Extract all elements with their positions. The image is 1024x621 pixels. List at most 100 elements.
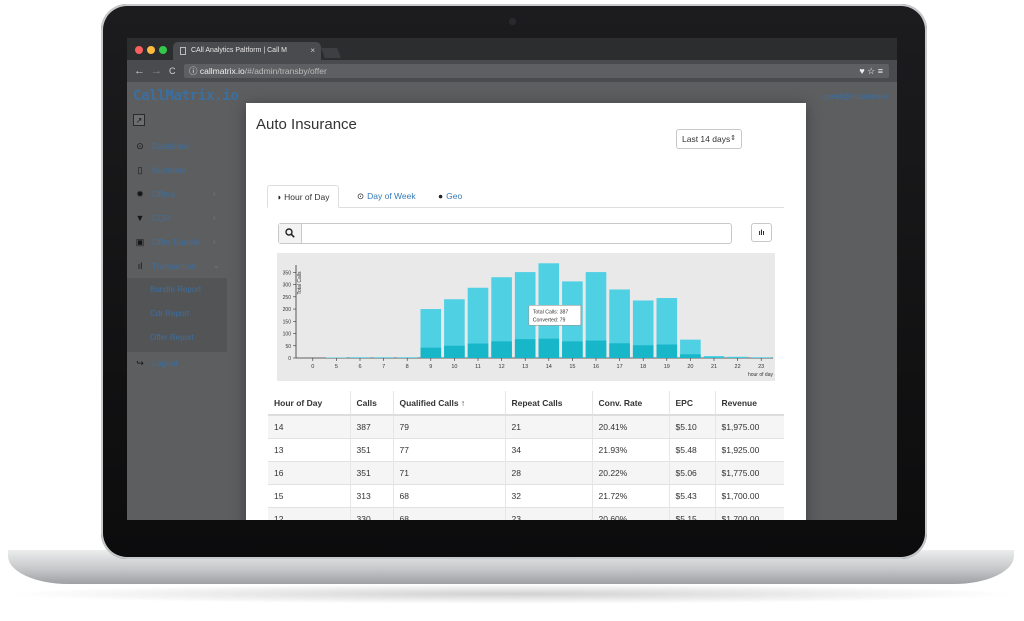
sidebar-item-offer-bundle[interactable]: ▣ Offer Bundle › <box>127 230 227 254</box>
url-path: /#/admin/transby/offer <box>244 66 327 76</box>
cog-icon: ✹ <box>136 189 144 199</box>
submenu-item-cdr-report[interactable]: Cdr Report <box>150 309 190 318</box>
transaction-submenu: Bundle Report Cdr Report Offer Report <box>127 278 227 352</box>
select-arrows-icon: ⇕ <box>730 135 736 142</box>
browser-tab[interactable]: CAll Analytics Paltform | Call M × <box>173 42 321 60</box>
table-cell: 20.22% <box>591 460 669 484</box>
bar-total-calls <box>373 357 394 358</box>
tab-close-icon[interactable]: × <box>310 46 315 55</box>
col-conv-rate[interactable]: Conv. Rate <box>591 391 669 416</box>
table-cell: 14 <box>268 414 350 438</box>
x-tick-label: 20 <box>687 364 693 370</box>
col-revenue[interactable]: Revenue <box>714 391 784 416</box>
new-tab-button[interactable] <box>321 48 341 58</box>
submenu-item-bundle-report[interactable]: Bundle Report <box>150 285 202 294</box>
y-tick-label: 0 <box>288 356 291 362</box>
table-cell: 15 <box>268 483 350 507</box>
tab-label: Day of Week <box>367 191 416 201</box>
sidebar-item-cdr[interactable]: ▼ CDR › <box>127 206 227 230</box>
sidebar-item-logout[interactable]: ↪ Logout <box>127 351 227 375</box>
table-cell: $5.43 <box>668 483 715 507</box>
bar-converted <box>656 344 678 358</box>
table-cell: $5.06 <box>668 460 715 484</box>
sidebar-item-dashbord[interactable]: ⊙ Dashbord <box>127 134 227 158</box>
x-tick-label: 22 <box>735 364 741 370</box>
sidebar-item-label: Offers <box>152 189 175 199</box>
x-tick-label: 13 <box>522 364 528 370</box>
table-cell: 32 <box>504 483 592 507</box>
app-logo[interactable]: CallMatrix.io <box>133 88 239 104</box>
date-range-select[interactable]: Last 14 days ⇕ <box>676 129 742 149</box>
x-tick-label: 11 <box>475 364 481 370</box>
x-tick-label: 14 <box>546 364 552 370</box>
col-repeat-calls[interactable]: Repeat Calls <box>504 391 592 416</box>
chevron-down-icon: ⌄ <box>213 261 220 270</box>
back-icon[interactable]: ← <box>134 65 145 77</box>
tab-day-of-week[interactable]: ⊙ Day of Week <box>349 185 424 208</box>
table-cell: 79 <box>392 414 505 438</box>
y-tick-label: 250 <box>283 295 292 301</box>
sidebar-item-numbers[interactable]: ▯ Numbers <box>127 158 227 182</box>
table-cell: 21 <box>504 414 592 438</box>
table-row: 13 351 77 34 21.93% $5.48 $1,925.00 <box>268 437 784 461</box>
close-window-button[interactable] <box>135 46 143 54</box>
bar-total-calls <box>632 300 654 358</box>
table-cell: 23 <box>504 506 592 520</box>
col-calls[interactable]: Calls <box>349 391 393 416</box>
tab-label: Geo <box>446 191 463 201</box>
y-tick-label: 350 <box>283 270 292 276</box>
clock-icon: ⊙ <box>357 191 365 201</box>
bar-total-calls <box>727 356 748 358</box>
table-body: 14 387 79 21 20.41% $5.10 $1,975.00 13 351 77 34 21… <box>268 414 784 520</box>
table-cell: 68 <box>392 506 505 520</box>
reload-icon[interactable]: C <box>169 66 176 76</box>
search-icon[interactable] <box>279 224 302 243</box>
forward-icon[interactable]: → <box>151 65 162 77</box>
table-cell: $5.48 <box>668 437 715 461</box>
bar-chart-icon: ıl <box>137 261 143 271</box>
table-cell: 387 <box>349 414 393 438</box>
minimize-window-button[interactable] <box>147 46 155 54</box>
sidebar-item-label: Logout <box>152 358 178 368</box>
tab-hour-of-day[interactable]: ◑ Hour of Day <box>267 185 339 208</box>
sidebar-item-label: Numbers <box>152 165 187 175</box>
extension-icons[interactable]: ♥ ☆ ≡ <box>859 66 883 76</box>
y-tick-label: 50 <box>285 344 291 350</box>
browser-tab-bar: CAll Analytics Paltform | Call M × <box>127 38 897 60</box>
x-tick-label: 7 <box>382 364 385 370</box>
bar-total-calls <box>585 272 607 358</box>
col-epc[interactable]: EPC <box>668 391 715 416</box>
bar-total-calls <box>444 299 465 358</box>
table-cell: $1,700.00 <box>714 483 784 507</box>
bar-converted <box>680 354 701 358</box>
chevron-right-icon: › <box>213 237 216 246</box>
col-qualified-calls[interactable]: Qualified Calls ↑ <box>392 391 505 416</box>
tab-label: Hour of Day <box>284 192 330 202</box>
user-menu[interactable]: guest@mobistreak <box>822 92 889 101</box>
x-tick-label: 15 <box>569 364 575 370</box>
sidebar-toggle-button[interactable]: ↗ <box>133 114 145 126</box>
col-hour-of-day[interactable]: Hour of Day <box>268 391 350 416</box>
bar-chart-icon: ılı <box>758 230 765 237</box>
bar-total-calls <box>703 356 725 358</box>
dashboard-icon: ⊙ <box>136 141 144 151</box>
bar-total-calls <box>656 298 678 358</box>
x-tick-label: 16 <box>593 364 599 370</box>
date-range-value: Last 14 days <box>682 134 731 144</box>
tab-geo[interactable]: ● Geo <box>430 185 470 208</box>
address-url[interactable]: ⓘ callmatrix.io/#/admin/transby/offer <box>189 64 327 78</box>
chart-toggle-button[interactable]: ılı <box>751 223 772 242</box>
search-input[interactable] <box>303 224 731 243</box>
table-cell: 20.60% <box>591 506 669 520</box>
table-cell: 21.93% <box>591 437 669 461</box>
sidebar-item-transaction[interactable]: ıl Transaction ⌄ <box>127 254 227 278</box>
submenu-item-offer-report[interactable]: Offer Report <box>150 333 194 342</box>
x-tick-label: 0 <box>311 364 314 370</box>
maximize-window-button[interactable] <box>159 46 167 54</box>
address-bar[interactable] <box>184 64 889 78</box>
x-tick-label: 12 <box>499 364 505 370</box>
table-cell: 34 <box>504 437 592 461</box>
sidebar-item-offers[interactable]: ✹ Offers › <box>127 182 227 206</box>
bar-converted <box>609 343 630 358</box>
bar-total-calls <box>609 289 630 358</box>
